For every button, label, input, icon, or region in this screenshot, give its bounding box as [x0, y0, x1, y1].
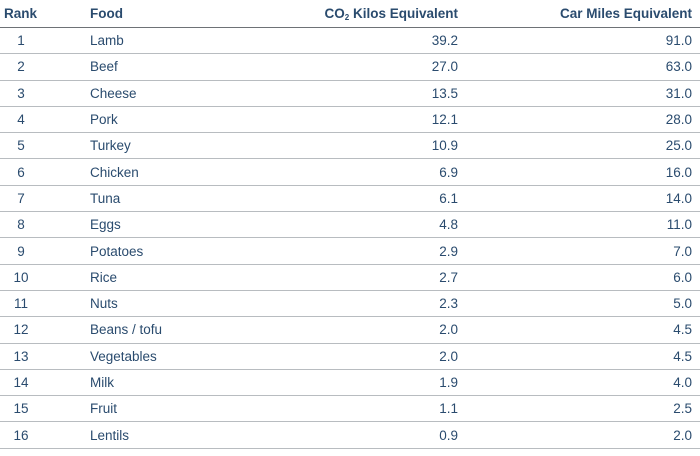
table-row: 12 Beans / tofu 2.0 4.5	[0, 317, 700, 344]
food-cell: Nuts	[90, 296, 118, 312]
rank-cell: 11	[13, 296, 28, 312]
car-miles-cell: 63.0	[665, 59, 692, 75]
rank-cell: 15	[13, 401, 29, 417]
food-cell: Vegetables	[90, 348, 157, 364]
co2-kilos-cell: 2.0	[439, 348, 458, 364]
rank-cell: 2	[17, 59, 25, 75]
co2-kilos-cell: 1.9	[439, 375, 458, 390]
food-cell: Chicken	[90, 164, 139, 180]
car-miles-cell: 11.0	[666, 217, 692, 233]
table-row: 6 Chicken 6.9 16.0	[0, 159, 700, 186]
food-cell: Beef	[90, 59, 118, 75]
food-cell: Lentils	[90, 427, 130, 443]
table-row: 11 Nuts 2.3 5.0	[0, 291, 700, 318]
table-row: 10 Rice 2.7 6.0	[0, 265, 700, 291]
car-miles-cell: 7.0	[673, 243, 692, 259]
co2-kilos-cell: 10.9	[431, 138, 458, 154]
header-co2-suffix: Kilos Equivalent	[349, 6, 458, 21]
rank-cell: 10	[13, 269, 29, 285]
rank-cell: 12	[13, 322, 29, 338]
food-cell: Rice	[90, 269, 118, 285]
food-cell: Milk	[90, 375, 114, 390]
co2-kilos-cell: 13.5	[431, 85, 458, 101]
co2-kilos-cell: 2.7	[439, 269, 458, 285]
food-cell: Potatoes	[90, 243, 144, 259]
car-miles-cell: 4.5	[673, 322, 692, 338]
car-miles-cell: 91.0	[665, 33, 692, 49]
food-cell: Pork	[90, 112, 118, 128]
table-row: 1 Lamb 39.2 91.0	[0, 28, 700, 55]
car-miles-cell: 4.0	[673, 375, 692, 390]
header-co2-prefix: CO	[324, 6, 345, 21]
table-row: 7 Tuna 6.1 14.0	[0, 186, 700, 213]
car-miles-cell: 16.0	[665, 164, 692, 180]
table-row: 4 Pork 12.1 28.0	[0, 107, 700, 134]
table-row: 13 Vegetables 2.0 4.5	[0, 344, 700, 370]
rank-cell: 7	[17, 190, 25, 206]
table-row: 9 Potatoes 2.9 7.0	[0, 238, 700, 265]
food-cell: Cheese	[90, 85, 137, 101]
food-cell: Beans / tofu	[90, 322, 163, 338]
rank-cell: 6	[17, 164, 25, 180]
food-cell: Turkey	[90, 138, 131, 154]
header-food: Food	[90, 6, 123, 21]
header-car-miles: Car Miles Equivalent	[559, 6, 692, 21]
food-cell: Eggs	[90, 217, 121, 233]
co2-kilos-cell: 4.8	[439, 217, 458, 233]
table-header-row: Rank Food CO2 Kilos Equivalent Car Miles…	[0, 0, 700, 28]
rank-cell: 1	[17, 33, 25, 49]
rank-cell: 9	[17, 243, 25, 259]
header-rank: Rank	[4, 6, 38, 21]
co2-kilos-cell: 6.1	[439, 190, 458, 206]
car-miles-cell: 6.0	[673, 269, 692, 285]
car-miles-cell: 31.0	[665, 85, 692, 101]
food-cell: Lamb	[90, 33, 124, 49]
table-row: 16 Lentils 0.9 2.0	[0, 422, 700, 449]
table-row: 8 Eggs 4.8 11.0	[0, 212, 700, 239]
rank-cell: 5	[17, 138, 25, 154]
table-row: 14 Milk 1.9 4.0	[0, 370, 700, 397]
co2-kilos-cell: 12.1	[431, 112, 458, 128]
co2-kilos-cell: 2.9	[439, 243, 458, 259]
rank-cell: 8	[17, 217, 25, 233]
food-cell: Tuna	[90, 190, 121, 206]
car-miles-cell: 2.5	[673, 401, 692, 417]
rank-cell: 4	[17, 112, 25, 128]
rank-cell: 16	[13, 427, 29, 443]
co2-kilos-cell: 39.2	[431, 33, 458, 49]
table-row: 15 Fruit 1.1 2.5	[0, 396, 700, 423]
co2-kilos-cell: 2.0	[439, 322, 458, 338]
table-body: 1 Lamb 39.2 91.0 2 Beef 27.0 63.0 3 Cheese 13.5 31.…	[0, 28, 700, 449]
table-row: 3 Cheese 13.5 31.0	[0, 81, 700, 107]
co2-kilos-cell: 0.9	[439, 427, 458, 443]
rank-cell: 14	[13, 375, 29, 390]
co2-kilos-cell: 1.1	[439, 401, 458, 417]
table-row: 5 Turkey 10.9 25.0	[0, 133, 700, 160]
car-miles-cell: 25.0	[665, 138, 692, 154]
car-miles-cell: 4.5	[673, 348, 692, 364]
table-row: 2 Beef 27.0 63.0	[0, 54, 700, 81]
co2-kilos-cell: 6.9	[439, 164, 458, 180]
rank-cell: 3	[17, 85, 25, 101]
food-cell: Fruit	[90, 401, 117, 417]
car-miles-cell: 14.0	[665, 190, 692, 206]
car-miles-cell: 5.0	[673, 296, 692, 312]
header-co2-subscript: 2	[344, 13, 350, 22]
co2-kilos-cell: 27.0	[431, 59, 458, 75]
car-miles-cell: 2.0	[673, 427, 692, 443]
co2-kilos-cell: 2.3	[439, 296, 458, 312]
header-co2-kilos: CO2 Kilos Equivalent	[258, 6, 458, 22]
car-miles-cell: 28.0	[665, 112, 692, 128]
rank-cell: 13	[13, 348, 29, 364]
